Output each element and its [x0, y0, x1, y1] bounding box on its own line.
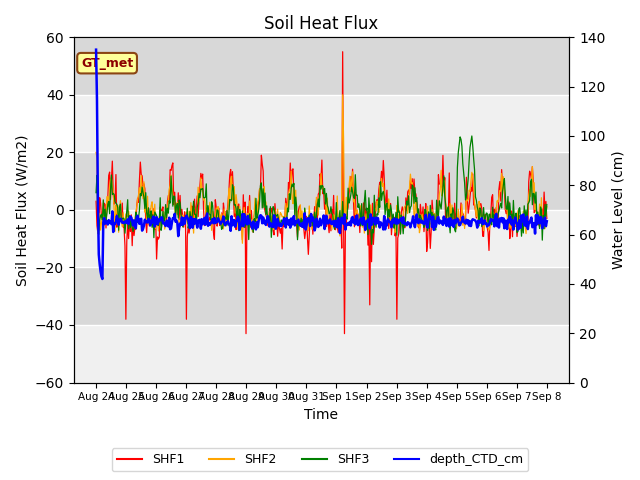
Line: SHF1: SHF1 [96, 52, 547, 334]
Line: SHF3: SHF3 [96, 136, 547, 244]
Bar [74, 37, 570, 95]
X-axis label: Time: Time [305, 408, 339, 422]
Line: depth_CTD_cm: depth_CTD_cm [96, 49, 547, 279]
Line: SHF2: SHF2 [96, 95, 547, 243]
Bar [74, 210, 570, 267]
Bar [74, 267, 570, 325]
Y-axis label: Water Level (cm): Water Level (cm) [611, 151, 625, 269]
Bar [74, 152, 570, 210]
Title: Soil Heat Flux: Soil Heat Flux [264, 15, 379, 33]
Legend: SHF1, SHF2, SHF3, depth_CTD_cm: SHF1, SHF2, SHF3, depth_CTD_cm [112, 448, 528, 471]
Bar [74, 95, 570, 152]
Y-axis label: Soil Heat Flux (W/m2): Soil Heat Flux (W/m2) [15, 134, 29, 286]
Text: GT_met: GT_met [81, 57, 133, 70]
Bar [74, 325, 570, 383]
